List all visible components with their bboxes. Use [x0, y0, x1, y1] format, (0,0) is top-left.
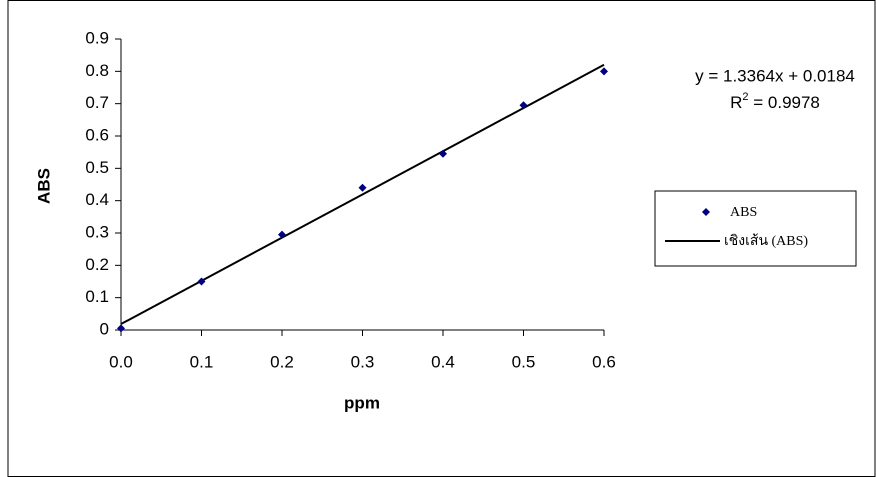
y-tick-label: 0.9: [85, 28, 109, 47]
x-axis-label: ppm: [344, 393, 380, 412]
x-tick-label: 0.4: [431, 352, 455, 371]
legend-label: ABS: [730, 205, 757, 220]
r-text: = 0.9978: [749, 93, 820, 112]
data-point: [358, 183, 367, 192]
y-tick-label: 0.6: [85, 125, 109, 144]
data-point: [600, 67, 608, 76]
y-tick-label: 0.2: [85, 255, 109, 274]
y-tick-label: 0.7: [85, 93, 109, 112]
data-point: [439, 149, 447, 158]
trend-equation: y = 1.3364x + 0.0184: [695, 66, 855, 85]
legend-marker: [702, 208, 710, 216]
r-squared: R2 = 0.9978: [730, 91, 820, 113]
data-point: [117, 324, 125, 333]
data-point: [197, 277, 206, 286]
y-tick-label: 0.4: [85, 190, 109, 209]
x-tick-label: 0.3: [351, 352, 375, 371]
x-tick-label: 0.0: [109, 352, 133, 371]
y-tick-label: 0.3: [85, 222, 109, 241]
r-prefix: R: [730, 93, 742, 112]
y-axis-label: ABS: [34, 168, 53, 204]
legend-label: เชิงเส้น (ABS): [724, 233, 808, 249]
legend-box: [654, 190, 857, 267]
x-tick-label: 0.6: [592, 352, 616, 371]
data-point: [519, 101, 528, 110]
y-tick-label: 0.5: [85, 158, 109, 177]
data-point: [278, 230, 286, 239]
x-tick-label: 0.1: [190, 352, 214, 371]
y-tick-label: 0.8: [85, 61, 109, 80]
r-sup: 2: [742, 91, 748, 103]
x-tick-label: 0.5: [512, 352, 536, 371]
y-tick-label: 0: [100, 319, 109, 338]
y-tick-label: 0.1: [85, 287, 109, 306]
x-tick-label: 0.2: [270, 352, 294, 371]
